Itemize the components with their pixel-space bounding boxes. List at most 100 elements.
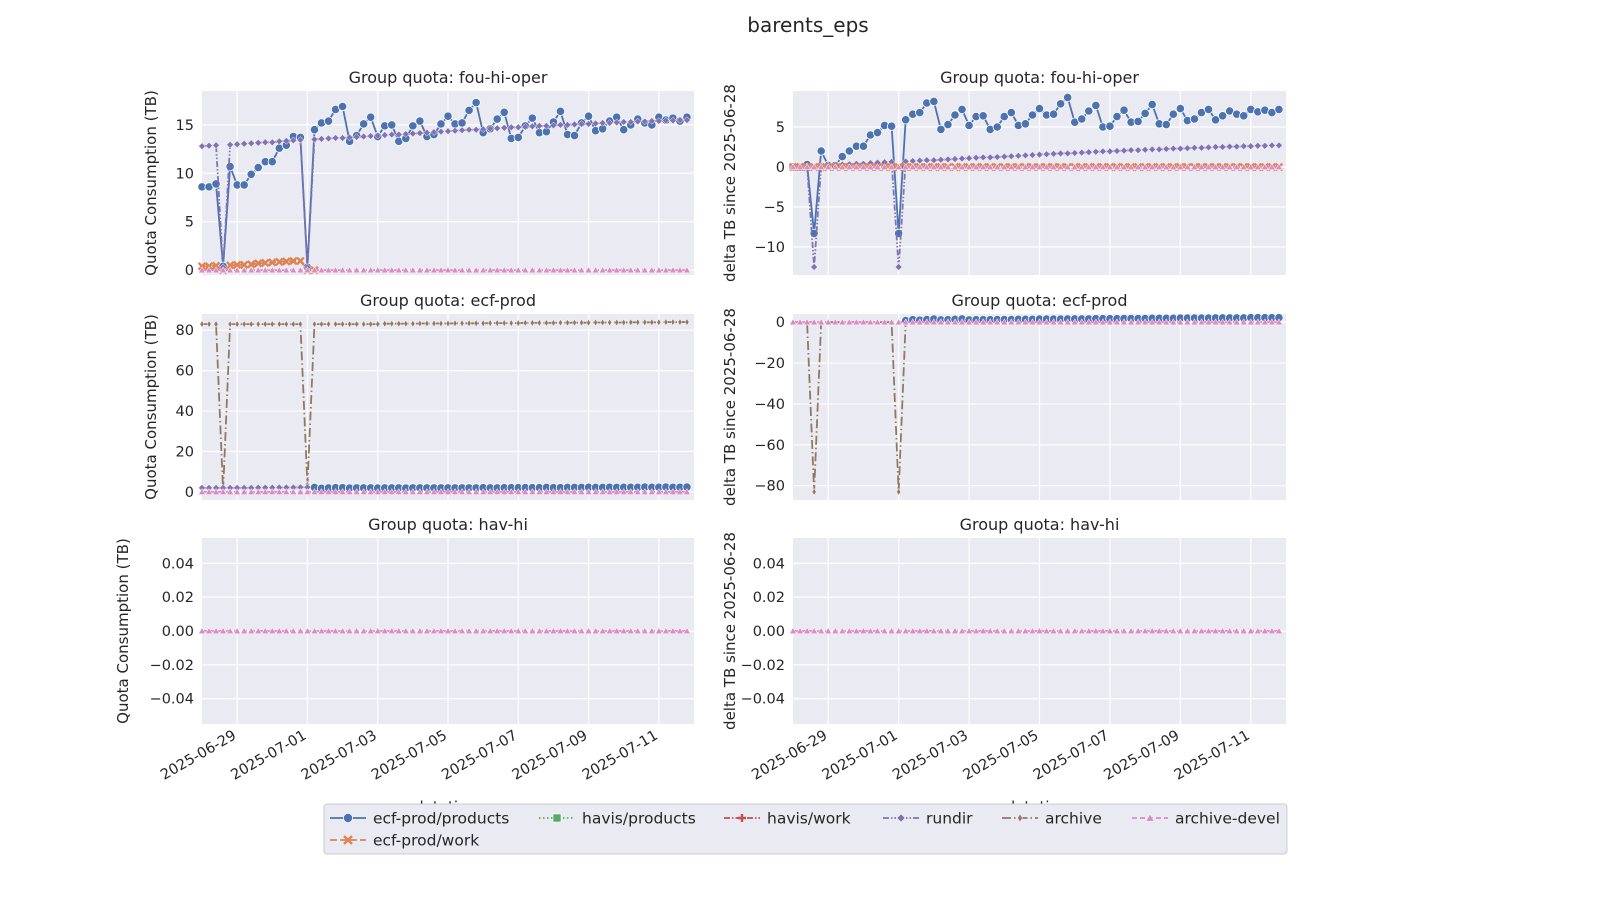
- data-point: [619, 266, 628, 274]
- data-point: [234, 320, 240, 328]
- data-point: [1085, 148, 1093, 156]
- data-point: [1225, 318, 1234, 326]
- data-point: [1113, 147, 1121, 155]
- data-point: [591, 487, 600, 495]
- data-point: [993, 318, 1002, 326]
- data-point: [499, 107, 509, 117]
- legend-frame: [323, 803, 1288, 855]
- data-point: [430, 627, 438, 634]
- y-tick-label: −10: [754, 240, 785, 256]
- data-point: [1007, 163, 1016, 170]
- data-point: [345, 266, 354, 274]
- data-point: [1105, 121, 1115, 131]
- data-point: [542, 122, 551, 130]
- data-point: [1070, 163, 1079, 170]
- data-point: [958, 318, 966, 326]
- data-point: [1113, 627, 1121, 634]
- data-point: [246, 260, 256, 269]
- x-tick-label: 2025-07-05: [369, 728, 450, 784]
- data-point: [1239, 142, 1248, 150]
- data-point: [1113, 318, 1121, 326]
- data-point: [289, 136, 298, 145]
- data-point: [522, 319, 528, 327]
- data-point: [394, 266, 403, 274]
- data-point: [565, 318, 570, 327]
- data-point: [922, 318, 931, 326]
- data-point: [1211, 318, 1220, 326]
- data-point: [1254, 163, 1262, 170]
- data-point: [972, 163, 980, 170]
- data-point: [556, 487, 565, 495]
- data-point: [255, 320, 261, 328]
- data-point: [1239, 627, 1248, 634]
- data-point: [1175, 104, 1185, 114]
- data-point: [366, 132, 375, 140]
- data-point: [233, 487, 241, 495]
- data-point: [577, 120, 586, 128]
- data-point: [423, 128, 431, 137]
- legend-marker: [343, 835, 353, 845]
- data-point: [598, 627, 607, 634]
- data-point: [1176, 163, 1185, 170]
- legend-item: havis/products: [539, 810, 696, 828]
- data-point: [394, 627, 403, 634]
- data-point: [880, 163, 889, 170]
- data-point: [1099, 163, 1107, 170]
- data-point: [577, 266, 586, 274]
- data-point: [1261, 163, 1269, 170]
- data-point: [612, 266, 621, 274]
- data-point: [1162, 145, 1171, 153]
- data-point: [366, 266, 375, 274]
- data-point: [1162, 163, 1171, 170]
- data-point: [1000, 627, 1009, 634]
- data-point: [1106, 627, 1114, 634]
- y-axis-label: delta TB since 2025-06-28: [721, 532, 739, 730]
- data-point: [247, 139, 255, 148]
- data-point: [282, 266, 291, 274]
- chart-panel: Group quota: hav-hi 0.04 0.02 0.00 −0.02 −0.0…: [721, 515, 1286, 816]
- series-archive-devel: [789, 163, 1283, 170]
- y-tick-label: 0.00: [753, 624, 785, 640]
- data-point: [845, 163, 854, 170]
- data-point: [395, 130, 403, 139]
- data-point: [593, 318, 598, 327]
- y-tick-label: 0.02: [162, 590, 194, 606]
- data-point: [838, 318, 847, 326]
- data-point: [247, 266, 256, 274]
- data-point: [198, 266, 206, 274]
- data-point: [1021, 318, 1030, 326]
- data-point: [563, 627, 572, 634]
- data-point: [640, 627, 649, 634]
- data-point: [628, 318, 634, 327]
- data-point: [338, 266, 347, 274]
- data-point: [1148, 145, 1156, 154]
- data-point: [521, 123, 530, 131]
- data-point: [894, 163, 903, 170]
- data-point: [409, 266, 417, 274]
- data-point: [1049, 627, 1058, 634]
- data-point: [662, 627, 670, 634]
- data-point: [648, 627, 656, 634]
- data-point: [957, 104, 967, 115]
- data-point: [233, 140, 241, 149]
- data-point: [359, 119, 369, 129]
- data-point: [254, 266, 263, 274]
- data-point: [901, 627, 910, 634]
- data-point: [443, 111, 453, 121]
- data-point: [1092, 148, 1100, 156]
- data-point: [584, 120, 593, 128]
- data-point: [1084, 318, 1093, 326]
- data-point: [1268, 163, 1276, 170]
- data-point: [1063, 627, 1072, 634]
- data-point: [282, 487, 291, 495]
- data-point: [521, 487, 530, 495]
- data-point: [493, 487, 502, 495]
- data-point: [1127, 146, 1135, 154]
- y-tick-label: 0.04: [162, 556, 194, 572]
- data-point: [1113, 163, 1121, 170]
- data-point: [964, 120, 974, 131]
- data-point: [247, 627, 256, 634]
- data-point: [1007, 152, 1016, 160]
- y-tick-label: −0.04: [150, 692, 194, 708]
- data-point: [1204, 163, 1213, 170]
